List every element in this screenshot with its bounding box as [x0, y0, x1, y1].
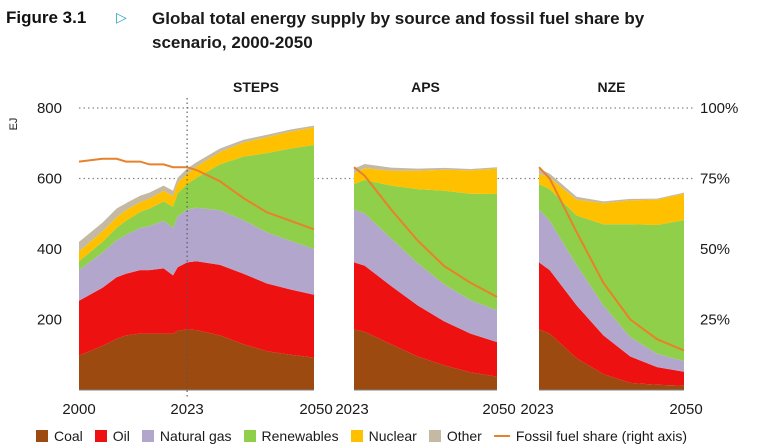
x-tick-label: 2000 — [62, 401, 95, 418]
area-aps-oil — [354, 262, 497, 377]
area-nze-natural-gas — [539, 209, 684, 372]
legend-item-other: Other — [428, 428, 482, 444]
panel-title-steps: STEPS — [233, 79, 279, 95]
legend-swatch — [350, 430, 363, 442]
legend-swatch — [243, 430, 256, 442]
area-steps-oil — [79, 261, 314, 358]
figure-title: Global total energy supply by source and… — [152, 9, 645, 52]
legend-line-swatch — [493, 435, 510, 437]
area-nze-coal — [539, 329, 684, 390]
x-tick-label: 2050 — [669, 401, 702, 418]
area-aps-other — [354, 164, 497, 174]
x-tick-label: 2050 — [299, 401, 332, 418]
panel-title-nze: NZE — [598, 79, 626, 95]
fossil-share-line-aps — [353, 166, 498, 298]
fossil-share-line-nze — [538, 166, 685, 352]
area-steps-coal — [79, 329, 314, 390]
chart-legend: Coal Oil Natural gas Renewables Nuclear Other… — [36, 426, 699, 446]
area-aps-natural-gas — [354, 209, 497, 343]
legend-label: Renewables — [261, 428, 339, 444]
legend-item-coal: Coal — [36, 428, 83, 444]
y-tick-label: 200 — [37, 312, 62, 329]
legend-item-natural-gas: Natural gas — [141, 428, 232, 444]
area-aps-coal — [354, 329, 497, 390]
panel-title-aps: APS — [411, 79, 440, 95]
legend-swatch — [36, 430, 48, 442]
play-arrow-icon: ▷ — [116, 9, 127, 25]
y-tick-label: 600 — [37, 171, 62, 188]
legend-item-oil: Oil — [94, 428, 130, 444]
legend-label: Nuclear — [368, 428, 417, 444]
legend-label: Coal — [54, 428, 83, 444]
legend-swatch — [428, 430, 441, 442]
legend-label: Natural gas — [159, 428, 232, 444]
right-y-tick-label: 25% — [700, 312, 730, 329]
area-steps-natural-gas — [79, 207, 314, 301]
fossil-share-line-steps — [78, 157, 315, 231]
x-tick-label: 2023 — [170, 401, 203, 418]
figure-label: Figure 3.1 — [6, 8, 87, 27]
y-tick-label: 800 — [37, 100, 62, 117]
y-tick-label: 400 — [37, 241, 62, 258]
legend-item-renewables: Renewables — [243, 428, 339, 444]
area-nze-oil — [539, 262, 684, 386]
area-aps-nuclear — [354, 168, 497, 194]
legend-label: Oil — [112, 428, 130, 444]
right-y-tick-label: 50% — [700, 241, 730, 258]
x-tick-label: 2050 — [482, 401, 515, 418]
right-y-tick-label: 100% — [700, 100, 738, 117]
x-tick-label: 2023 — [520, 401, 553, 418]
y-axis-label: EJ — [8, 118, 20, 131]
area-steps-nuclear — [79, 127, 314, 262]
legend-label: Other — [446, 428, 482, 444]
figure-header: Figure 3.1 ▷ Global total energy supply … — [6, 6, 756, 62]
legend-item-nuclear: Nuclear — [350, 428, 417, 444]
legend-swatch — [141, 430, 154, 442]
x-tick-label: 2023 — [335, 401, 368, 418]
right-y-tick-label: 75% — [700, 171, 730, 188]
area-steps-renewables — [79, 145, 314, 271]
legend-swatch — [94, 430, 107, 442]
legend-item-fossil-fuel-share: Fossil fuel share (right axis) — [493, 428, 688, 444]
area-nze-nuclear — [539, 173, 684, 225]
legend-label: Fossil fuel share (right axis) — [515, 428, 688, 444]
